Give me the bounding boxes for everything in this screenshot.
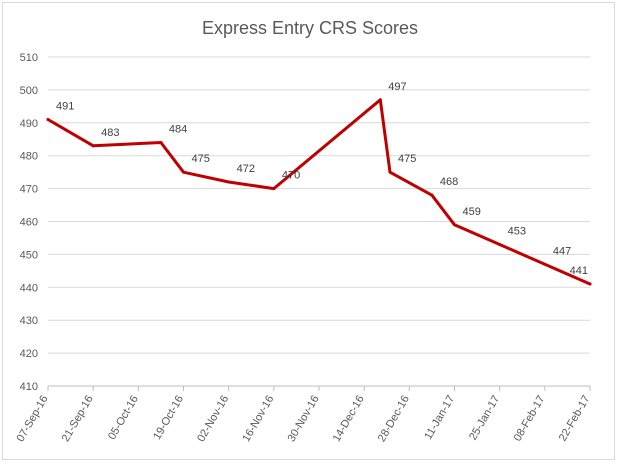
data-point bbox=[91, 144, 95, 148]
data-point bbox=[453, 223, 456, 227]
series-line bbox=[46, 98, 592, 286]
data-point bbox=[498, 243, 502, 247]
x-tick-label: 11-Jan-17 bbox=[422, 394, 457, 442]
data-label: 441 bbox=[570, 265, 588, 277]
chart-title: Express Entry CRS Scores bbox=[201, 18, 419, 38]
y-tick-label: 470 bbox=[20, 184, 38, 196]
data-label: 484 bbox=[169, 124, 187, 136]
data-label: 459 bbox=[463, 206, 481, 218]
data-point bbox=[430, 193, 434, 197]
data-point bbox=[388, 170, 392, 174]
data-label: 497 bbox=[388, 81, 406, 93]
y-tick-label: 410 bbox=[20, 381, 38, 393]
x-tick-label: 30-Nov-16 bbox=[286, 394, 322, 444]
chart-area bbox=[2, 2, 615, 460]
y-tick-label: 490 bbox=[20, 118, 38, 130]
data-point bbox=[378, 98, 382, 102]
data-label: 468 bbox=[440, 176, 458, 188]
data-label: 475 bbox=[192, 153, 210, 165]
y-tick-label: 430 bbox=[20, 315, 38, 327]
data-point bbox=[588, 282, 592, 286]
x-tick-label: 05-Oct-16 bbox=[106, 394, 141, 442]
data-point bbox=[227, 180, 231, 184]
y-tick-label: 420 bbox=[20, 348, 38, 360]
data-label: 472 bbox=[237, 163, 255, 175]
x-tick-label: 02-Nov-16 bbox=[195, 394, 231, 444]
y-tick-label: 460 bbox=[20, 217, 38, 229]
x-tick-label: 19-Oct-16 bbox=[151, 394, 186, 442]
x-tick-label: 16-Nov-16 bbox=[240, 394, 276, 444]
data-label: 453 bbox=[508, 226, 526, 238]
data-point bbox=[182, 170, 185, 174]
x-tick-label: 25-Jan-17 bbox=[467, 393, 502, 442]
data-label: 447 bbox=[553, 245, 571, 257]
data-label: 470 bbox=[282, 170, 300, 182]
data-point bbox=[159, 141, 163, 145]
data-label: 483 bbox=[101, 127, 119, 139]
y-tick-label: 480 bbox=[20, 151, 38, 163]
data-point bbox=[543, 262, 547, 266]
y-tick-label: 440 bbox=[20, 282, 38, 294]
data-label: 475 bbox=[398, 153, 416, 165]
data-label: 491 bbox=[56, 101, 74, 113]
x-tick-label: 08-Feb-17 bbox=[512, 394, 548, 444]
x-tick-label: 28-Dec-16 bbox=[376, 394, 412, 444]
data-point bbox=[272, 187, 276, 191]
x-tick-label: 07-Sep-16 bbox=[15, 394, 51, 444]
x-tick-label: 21-Sep-16 bbox=[60, 394, 96, 444]
y-tick-label: 450 bbox=[20, 249, 38, 261]
y-tick-label: 500 bbox=[20, 85, 38, 97]
y-tick-label: 510 bbox=[20, 52, 38, 64]
data-point bbox=[46, 118, 50, 122]
x-tick-label: 14-Dec-16 bbox=[331, 394, 367, 444]
x-tick-label: 22-Feb-17 bbox=[557, 394, 593, 444]
